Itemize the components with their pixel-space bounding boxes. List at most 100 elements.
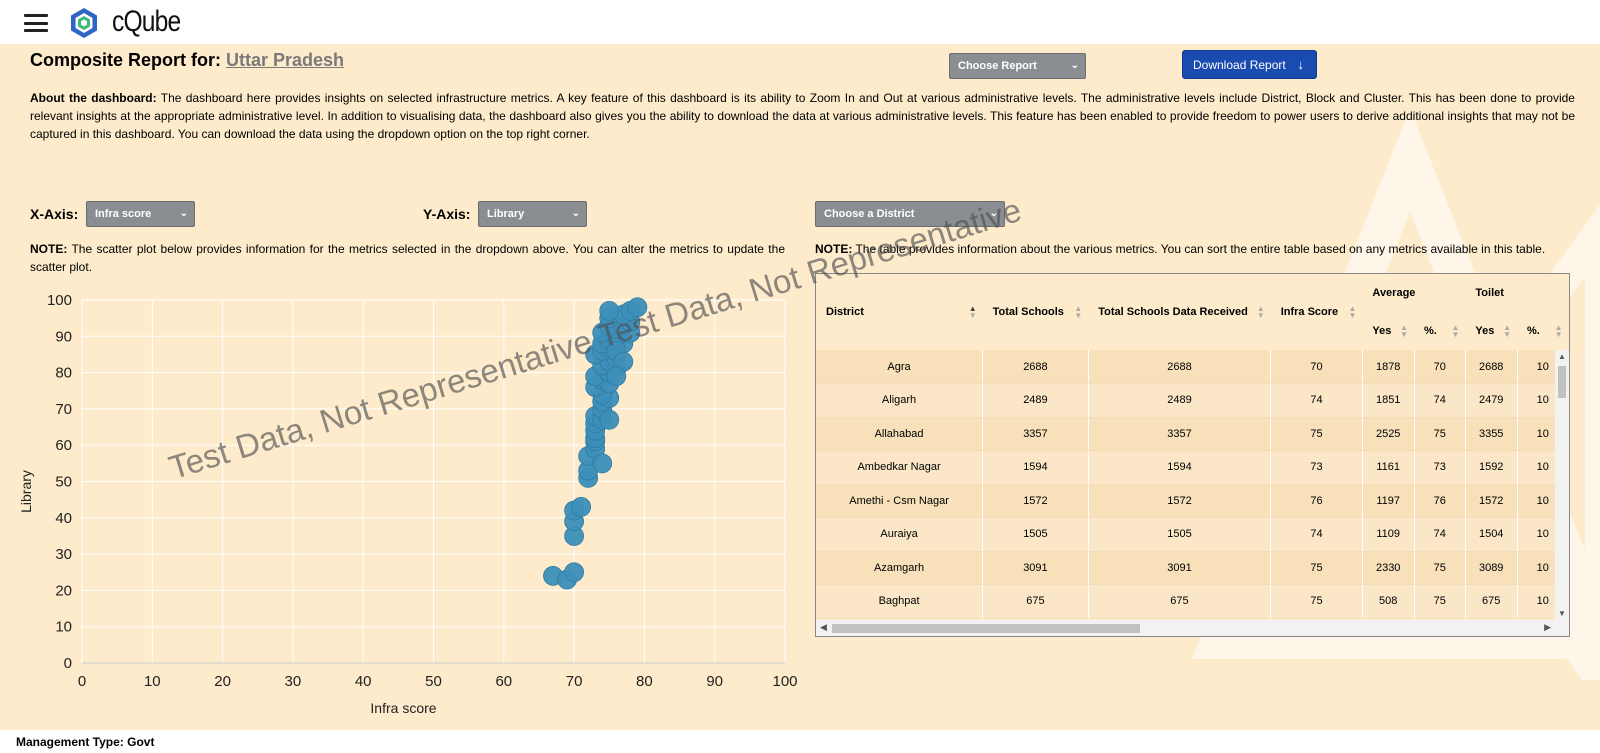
y-axis-control-label: Y-Axis: (423, 206, 471, 222)
table-row[interactable]: Ambedkar Nagar 1594 1594 73 1161 73 1592 10 (816, 450, 1569, 485)
y-tick-label: 100 (47, 292, 72, 309)
table-row[interactable]: Allahabad 3357 3357 75 2525 75 3355 10 (816, 417, 1569, 451)
scroll-thumb[interactable] (1558, 366, 1566, 398)
col-toilet-pct[interactable]: %. ▲ ▼ (1527, 323, 1563, 339)
table-row[interactable]: Auraiya 1505 1505 74 1109 74 1504 10 (816, 517, 1569, 552)
col-group-toilet: Toilet (1475, 287, 1504, 299)
table-note: NOTE: The table provides information abo… (815, 240, 1575, 258)
menu-icon[interactable] (24, 14, 48, 32)
download-report-button[interactable]: Download Report ↓ (1182, 50, 1317, 79)
table-cell: 1109 (1362, 517, 1415, 552)
table-cell: Baghpat (816, 584, 984, 619)
table-cell: 70 (1414, 350, 1466, 384)
y-tick-label: 10 (55, 619, 72, 636)
table-cell: 75 (1270, 584, 1363, 619)
sort-icon: ▲ ▼ (1503, 323, 1511, 339)
choose-report-select[interactable]: Choose Report ⌄ (949, 53, 1086, 79)
col-infra-score[interactable]: Infra Score ▲ ▼ (1280, 304, 1357, 320)
table-row[interactable]: Aligarh 2489 2489 74 1851 74 2479 10 (816, 383, 1569, 418)
col-district[interactable]: District ▲ ▼ (826, 304, 977, 320)
data-point (606, 366, 627, 387)
col-toilet-yes[interactable]: Yes ▲ ▼ (1475, 323, 1511, 339)
horizontal-scrollbar[interactable]: ◀ ▶ (816, 620, 1569, 636)
table-cell: 2688 (982, 350, 1089, 384)
table-cell: 2688 (1465, 350, 1518, 384)
table-cell: 3089 (1465, 551, 1518, 585)
x-axis-select-value: Infra score (95, 208, 152, 220)
table-cell: 1878 (1362, 350, 1415, 384)
table-cell: 76 (1414, 484, 1466, 518)
table-cell: 74 (1270, 517, 1363, 552)
table-cell: 1505 (1088, 517, 1272, 552)
col-total-schools[interactable]: Total Schools ▲ ▼ (992, 304, 1083, 320)
table-cell: 74 (1270, 383, 1363, 418)
col-average-pct[interactable]: %. ▲ ▼ (1424, 323, 1460, 339)
top-bar: cQube (0, 0, 1600, 44)
data-point (592, 453, 613, 474)
data-point (564, 562, 584, 583)
table-cell: 1161 (1362, 450, 1415, 485)
vertical-scrollbar[interactable]: ▲ ▼ (1555, 350, 1569, 620)
footer: Management Type: Govt (0, 730, 1600, 753)
chevron-down-icon: ⌄ (571, 208, 580, 219)
x-tick-label: 10 (144, 673, 161, 690)
table-cell: 75 (1270, 551, 1363, 585)
x-tick-label: 90 (706, 673, 723, 690)
data-point (599, 409, 620, 430)
x-axis-title: Infra score (370, 700, 436, 716)
scroll-right-icon[interactable]: ▶ (1544, 622, 1551, 632)
x-tick-label: 40 (355, 673, 372, 690)
metrics-table: District ▲ ▼ Total Schools ▲ ▼ Total Schools… (815, 273, 1570, 637)
table-row[interactable]: Amethi - Csm Nagar 1572 1572 76 1197 76 1572 10 (816, 484, 1569, 518)
table-cell: 75 (1270, 417, 1363, 451)
table-cell: 1197 (1362, 484, 1415, 518)
sort-icon: ▲ ▼ (968, 304, 977, 320)
table-cell: Amethi - Csm Nagar (816, 484, 984, 518)
x-tick-label: 0 (78, 673, 86, 690)
table-cell: 3357 (1088, 417, 1272, 451)
download-arrow-icon: ↓ (1297, 57, 1305, 72)
y-tick-label: 70 (55, 401, 72, 418)
x-tick-label: 60 (495, 673, 512, 690)
y-tick-label: 20 (55, 582, 72, 599)
page-title: Composite Report for: Uttar Pradesh (30, 50, 344, 71)
chevron-down-icon: ⌄ (179, 208, 188, 219)
table-cell: 1572 (1465, 484, 1518, 518)
table-cell: Aligarh (816, 383, 984, 418)
x-tick-label: 80 (636, 673, 653, 690)
sort-icon: ▲ ▼ (1074, 304, 1083, 320)
scroll-up-icon[interactable]: ▲ (1558, 352, 1566, 361)
y-tick-label: 0 (64, 655, 72, 672)
note-label: NOTE: (30, 242, 68, 256)
district-select[interactable]: Choose a District ⌄ (815, 201, 1005, 227)
sort-icon: ▲ ▼ (1256, 304, 1265, 320)
choose-report-label: Choose Report (958, 60, 1037, 72)
table-cell: 1592 (1465, 450, 1518, 485)
cqube-logo-icon (71, 8, 97, 38)
y-tick-label: 40 (55, 510, 72, 527)
col-average-yes[interactable]: Yes ▲ ▼ (1372, 323, 1408, 339)
scroll-left-icon[interactable]: ◀ (820, 622, 827, 632)
scroll-down-icon[interactable]: ▼ (1558, 609, 1566, 618)
table-cell: 675 (1465, 584, 1518, 619)
table-row[interactable]: Agra 2688 2688 70 1878 70 2688 10 (816, 350, 1569, 384)
table-cell: 73 (1270, 450, 1363, 485)
x-tick-label: 20 (214, 673, 231, 690)
state-link[interactable]: Uttar Pradesh (226, 50, 345, 70)
table-cell: Agra (816, 350, 984, 384)
table-cell: 76 (1270, 484, 1363, 518)
management-type: Management Type: Govt (16, 735, 155, 749)
col-total-received[interactable]: Total Schools Data Received ▲ ▼ (1098, 304, 1265, 320)
table-cell: 74 (1414, 383, 1466, 418)
sort-icon: ▲ ▼ (1348, 304, 1357, 320)
x-axis-select[interactable]: Infra score ⌄ (86, 201, 195, 227)
table-cell: 3091 (1088, 551, 1272, 585)
x-tick-label: 30 (285, 673, 302, 690)
table-row[interactable]: Azamgarh 3091 3091 75 2330 75 3089 10 (816, 551, 1569, 585)
table-row[interactable]: Baghpat 675 675 75 508 75 675 10 (816, 584, 1569, 619)
scroll-thumb[interactable] (832, 624, 1140, 633)
table-cell: Azamgarh (816, 551, 984, 585)
table-cell: 75 (1414, 584, 1466, 619)
data-point (571, 497, 592, 517)
y-axis-select[interactable]: Library ⌄ (478, 201, 587, 227)
